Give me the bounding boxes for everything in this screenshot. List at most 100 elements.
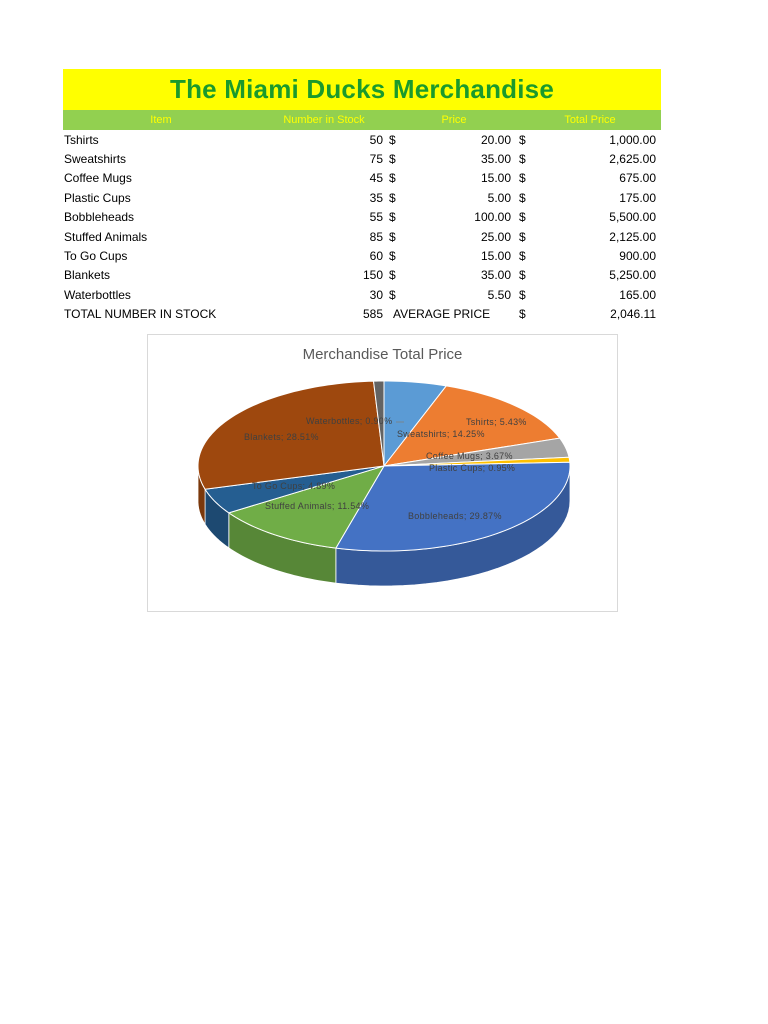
header-stock: Number in Stock	[283, 114, 365, 126]
price-value: 20.00	[480, 132, 511, 147]
pie-data-label: To Go Cups; 4.89%	[252, 481, 335, 491]
total-value: 675.00	[619, 171, 656, 186]
price-cell: $15.00	[389, 249, 519, 263]
title-band: The Miami Ducks Merchandise	[63, 69, 661, 110]
pie-data-label: Blankets; 28.51%	[244, 432, 319, 442]
total-value: 165.00	[619, 287, 656, 302]
price-cell: $15.00	[389, 171, 519, 185]
currency-symbol: $	[519, 287, 526, 302]
chart-title: Merchandise Total Price	[302, 346, 463, 363]
total-value: 900.00	[619, 249, 656, 264]
pie-data-label: Coffee Mugs; 3.67%	[426, 451, 513, 461]
item-name: Coffee Mugs	[64, 171, 132, 186]
stock-count: 45	[369, 171, 383, 186]
total-value: 2,125.00	[609, 229, 656, 244]
pie-slice-sweatshirts[interactable]	[382, 385, 561, 467]
currency-symbol: $	[519, 171, 526, 186]
currency-symbol: $	[519, 307, 526, 322]
price-cell: $35.00	[389, 152, 519, 166]
price-cell: $25.00	[389, 230, 519, 244]
price-value: 100.00	[474, 210, 511, 225]
currency-symbol: $	[389, 171, 396, 186]
pie-slice-to-go-cups[interactable]	[204, 465, 385, 514]
total-cell: $1,000.00	[519, 133, 661, 147]
item-name: Blankets	[64, 268, 111, 283]
total-cell: $5,250.00	[519, 268, 661, 282]
pie-data-label: Bobbleheads; 29.87%	[408, 511, 502, 521]
stock-count: 85	[369, 229, 383, 244]
table-row: Tshirts 50 $20.00 $1,000.00	[63, 130, 661, 149]
table-row: Sweatshirts 75 $35.00 $2,625.00	[63, 149, 661, 168]
price-value: 35.00	[480, 152, 511, 167]
header-row: Item Number in Stock Price Total Price	[63, 110, 661, 130]
item-name: Waterbottles	[64, 287, 131, 302]
total-cell: $175.00	[519, 191, 661, 205]
table-row: Coffee Mugs 45 $15.00 $675.00	[63, 169, 661, 188]
pie-chart[interactable]: Merchandise Total Price Tshirts; 5.43% Sw…	[147, 334, 618, 612]
total-cell: $5,500.00	[519, 210, 661, 224]
table-row: Blankets 150 $35.00 $5,250.00	[63, 266, 661, 285]
header-price: Price	[441, 114, 467, 126]
currency-symbol: $	[519, 229, 526, 244]
item-name: Stuffed Animals	[64, 229, 148, 244]
pie-slice-tshirts[interactable]	[383, 380, 448, 468]
table-row: Bobbleheads 55 $100.00 $5,500.00	[63, 208, 661, 227]
currency-symbol: $	[389, 229, 396, 244]
price-cell: $100.00	[389, 210, 519, 224]
currency-symbol: $	[389, 210, 396, 225]
table-row: To Go Cups 60 $15.00 $900.00	[63, 246, 661, 265]
item-name: Plastic Cups	[64, 190, 131, 205]
price-value: 25.00	[480, 229, 511, 244]
average-price-value: 2,046.11	[610, 307, 656, 322]
pie-slice-waterbottles[interactable]	[372, 380, 385, 467]
stock-count: 150	[362, 268, 383, 283]
summary-row: TOTAL NUMBER IN STOCK 585 AVERAGE PRICE …	[63, 305, 661, 324]
pie-data-label: Waterbottles; 0.90%	[306, 416, 392, 426]
pie-slice-bobbleheads[interactable]	[335, 461, 571, 552]
pie-data-label: Stuffed Animals; 11.54%	[265, 501, 369, 511]
total-value: 5,250.00	[609, 268, 656, 283]
stock-count: 50	[369, 132, 383, 147]
total-cell: $2,625.00	[519, 152, 661, 166]
price-cell: $20.00	[389, 133, 519, 147]
sheet-title: The Miami Ducks Merchandise	[170, 74, 554, 104]
stock-count: 75	[369, 152, 383, 167]
pie-slice-blankets[interactable]	[197, 380, 385, 490]
currency-symbol: $	[389, 249, 396, 264]
total-value: 175.00	[619, 190, 656, 205]
pie-slice-stuffed-animals[interactable]	[227, 465, 386, 549]
currency-symbol: $	[519, 210, 526, 225]
spreadsheet: The Miami Ducks Merchandise Item Number …	[63, 69, 661, 324]
currency-symbol: $	[389, 287, 396, 302]
currency-symbol: $	[519, 249, 526, 264]
total-cell: $675.00	[519, 171, 661, 185]
header-total: Total Price	[564, 114, 616, 126]
stock-count: 60	[369, 249, 383, 264]
price-cell: $5.50	[389, 288, 519, 302]
price-cell: $35.00	[389, 268, 519, 282]
total-cell: $165.00	[519, 288, 661, 302]
currency-symbol: $	[389, 132, 396, 147]
total-stock-label: TOTAL NUMBER IN STOCK	[64, 307, 217, 322]
pie-data-label: Tshirts; 5.43%	[466, 417, 527, 427]
table-row: Plastic Cups 35 $5.00 $175.00	[63, 188, 661, 207]
item-name: Sweatshirts	[64, 152, 127, 167]
currency-symbol: $	[389, 190, 396, 205]
total-cell: $900.00	[519, 249, 661, 263]
stock-count: 35	[369, 190, 383, 205]
item-name: Tshirts	[64, 132, 99, 147]
table-row: Waterbottles 30 $5.50 $165.00	[63, 285, 661, 304]
currency-symbol: $	[519, 132, 526, 147]
total-value: 1,000.00	[609, 132, 656, 147]
price-value: 15.00	[480, 249, 511, 264]
stock-count: 30	[369, 287, 383, 302]
currency-symbol: $	[519, 190, 526, 205]
stock-count: 55	[369, 210, 383, 225]
price-value: 35.00	[480, 268, 511, 283]
currency-symbol: $	[389, 152, 396, 167]
pie-data-label: Sweatshirts; 14.25%	[397, 429, 485, 439]
table-body: Tshirts 50 $20.00 $1,000.00 Sweatshirts 75 $35…	[63, 130, 661, 305]
currency-symbol: $	[519, 152, 526, 167]
average-price-cell: $ 2,046.11	[519, 307, 661, 321]
average-price-label: AVERAGE PRICE	[393, 307, 491, 322]
